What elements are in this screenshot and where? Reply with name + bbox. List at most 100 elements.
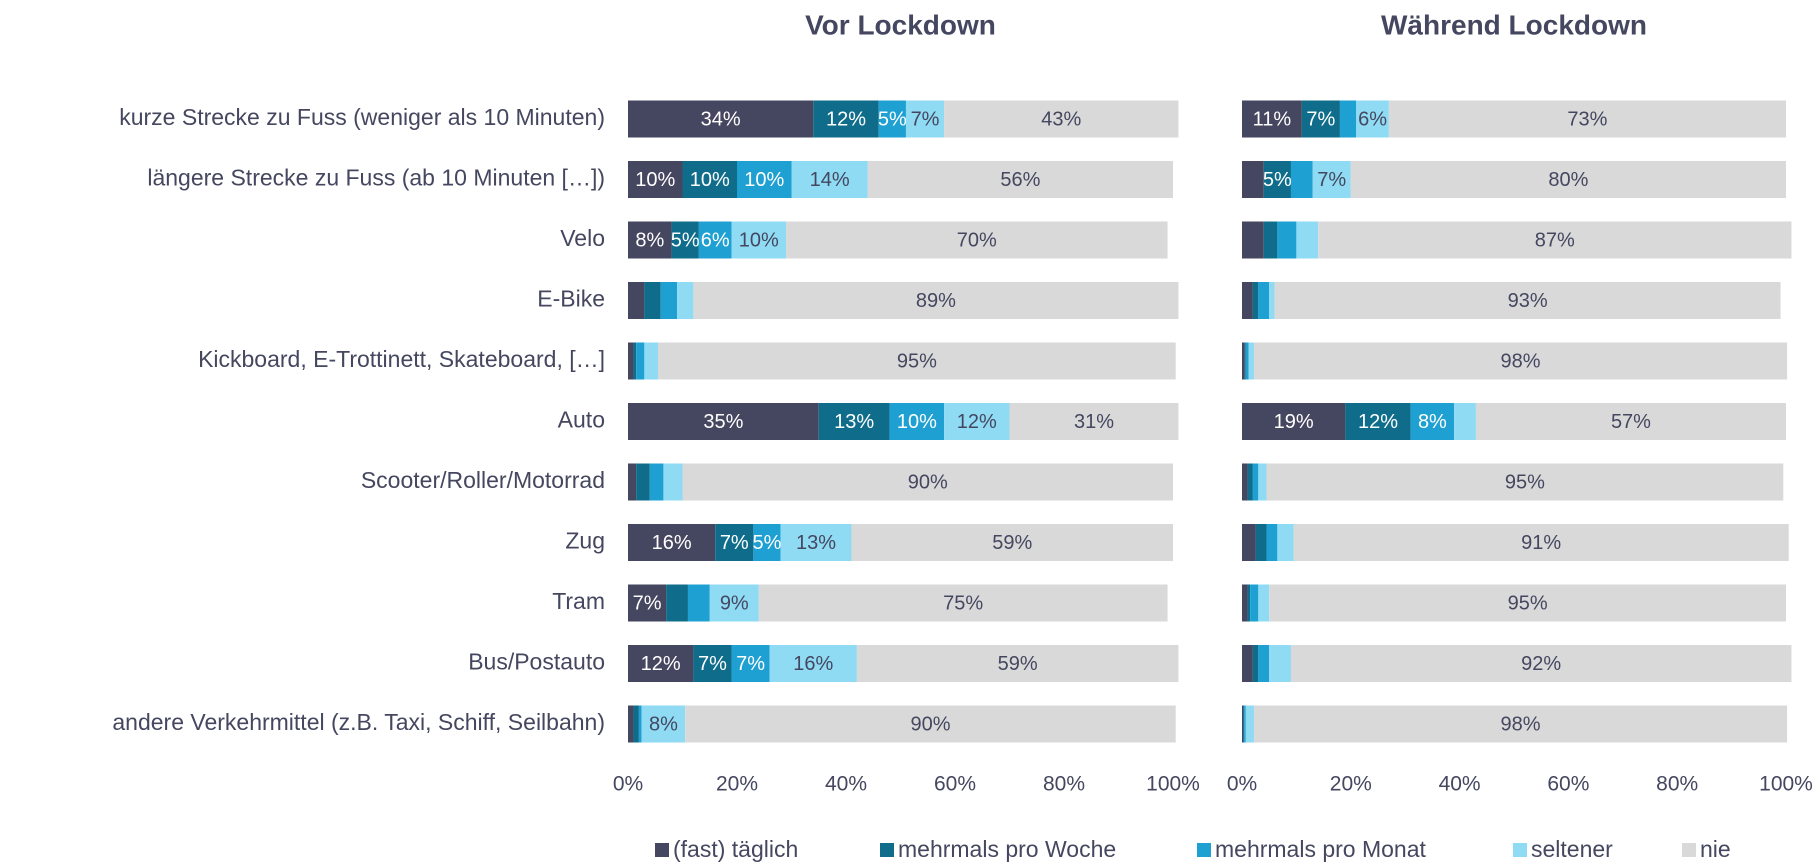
bar-segment xyxy=(663,463,683,501)
data-label: 16% xyxy=(652,532,692,554)
bar-segment xyxy=(1388,100,1786,138)
bar-segment xyxy=(693,645,732,682)
bar-segment xyxy=(649,463,664,501)
data-label: 7% xyxy=(698,653,727,675)
bar-segment xyxy=(786,221,1168,259)
bar-segment xyxy=(791,161,868,198)
bar-segment xyxy=(1301,100,1340,138)
data-label: 9% xyxy=(720,592,749,614)
data-label: 5% xyxy=(671,229,700,251)
data-label: 10% xyxy=(635,169,675,191)
category-label: Tram xyxy=(552,588,605,614)
bar-segment xyxy=(1242,524,1256,561)
legend-swatch xyxy=(655,843,669,857)
bar-segment xyxy=(1245,342,1249,380)
bar-segment xyxy=(644,342,658,380)
bar-segment xyxy=(666,584,688,622)
bar-segment xyxy=(628,282,645,319)
bar-segment xyxy=(1250,584,1259,622)
bar-segment xyxy=(1356,100,1389,138)
data-label: 14% xyxy=(810,169,850,191)
category-label: kurze Strecke zu Fuss (weniger als 10 Mi… xyxy=(119,104,605,130)
data-label: 95% xyxy=(897,350,937,372)
bar-segment xyxy=(1252,463,1259,501)
data-label: 98% xyxy=(1501,350,1541,372)
data-label: 19% xyxy=(1274,411,1314,433)
data-label: 7% xyxy=(1317,169,1346,191)
data-label: 34% xyxy=(701,108,741,130)
bar-segment xyxy=(628,100,814,138)
x-tick-label: 80% xyxy=(1043,773,1085,796)
bar-segment xyxy=(1258,463,1267,501)
data-label: 93% xyxy=(1508,290,1548,312)
bar-segment xyxy=(1247,584,1251,622)
bar-segment xyxy=(677,282,694,319)
data-label: 95% xyxy=(1508,592,1548,614)
data-label: 43% xyxy=(1041,108,1081,130)
bar-segment xyxy=(671,221,699,259)
bar-segment xyxy=(1269,282,1275,319)
data-label: 10% xyxy=(690,169,730,191)
legend-label: (fast) täglich xyxy=(673,836,798,862)
data-label: 7% xyxy=(911,108,940,130)
data-label: 12% xyxy=(1358,411,1398,433)
legend-label: mehrmals pro Woche xyxy=(898,836,1116,862)
category-label: Bus/Postauto xyxy=(468,649,605,675)
bar-segment xyxy=(1244,705,1246,743)
bar-segment xyxy=(1290,161,1313,198)
bar-segment xyxy=(753,524,781,561)
bar-segment xyxy=(1242,282,1253,319)
bar-segment xyxy=(1263,161,1291,198)
bar-segment xyxy=(633,705,639,743)
category-label: Auto xyxy=(558,407,605,433)
bar-segment xyxy=(628,584,667,622)
bar-segment xyxy=(636,463,650,501)
bar-segment xyxy=(780,524,852,561)
bar-segment xyxy=(685,705,1176,743)
data-label: 5% xyxy=(878,108,907,130)
bar-segment xyxy=(737,161,792,198)
bar-segment xyxy=(641,705,686,743)
data-label: 11% xyxy=(1253,108,1292,130)
bar-segment xyxy=(1242,403,1346,440)
x-tick-label: 60% xyxy=(1547,773,1589,796)
bar-segment xyxy=(1258,584,1270,622)
bar-segment xyxy=(628,524,716,561)
data-label: 59% xyxy=(998,653,1038,675)
data-label: 31% xyxy=(1074,411,1114,433)
data-label: 95% xyxy=(1505,471,1545,493)
bar-segment xyxy=(1296,221,1319,259)
bar-segment xyxy=(851,524,1173,561)
bar-segment xyxy=(628,342,634,380)
data-label: 7% xyxy=(633,592,662,614)
category-label: E-Bike xyxy=(537,286,605,312)
bar-segment xyxy=(1242,161,1264,198)
bar-segment xyxy=(633,342,637,380)
bar-segment xyxy=(1339,100,1357,138)
data-label: 35% xyxy=(703,411,743,433)
x-tick-label: 80% xyxy=(1656,773,1698,796)
x-tick-label: 20% xyxy=(716,773,758,796)
bar-segment xyxy=(1255,524,1267,561)
data-label: 12% xyxy=(826,108,866,130)
bar-segment xyxy=(687,584,710,622)
data-label: 56% xyxy=(1000,169,1040,191)
data-label: 10% xyxy=(744,169,784,191)
bar-segment xyxy=(878,100,906,138)
bar-segment xyxy=(1252,282,1259,319)
category-label: andere Verkehrmittel (z.B. Taxi, Schiff,… xyxy=(112,709,605,735)
category-label: längere Strecke zu Fuss (ab 10 Minuten [… xyxy=(147,165,605,191)
bar-segment xyxy=(644,282,661,319)
bar-segment xyxy=(693,282,1179,319)
legend-label: nie xyxy=(1700,836,1731,862)
data-label: 6% xyxy=(1358,108,1387,130)
data-label: 7% xyxy=(736,653,765,675)
x-tick-label: 0% xyxy=(1227,773,1257,796)
data-label: 89% xyxy=(916,290,956,312)
x-tick-label: 0% xyxy=(613,773,643,796)
data-label: 73% xyxy=(1567,108,1607,130)
legend-swatch xyxy=(1513,843,1527,857)
data-label: 12% xyxy=(957,411,997,433)
bar-segment xyxy=(1312,161,1351,198)
